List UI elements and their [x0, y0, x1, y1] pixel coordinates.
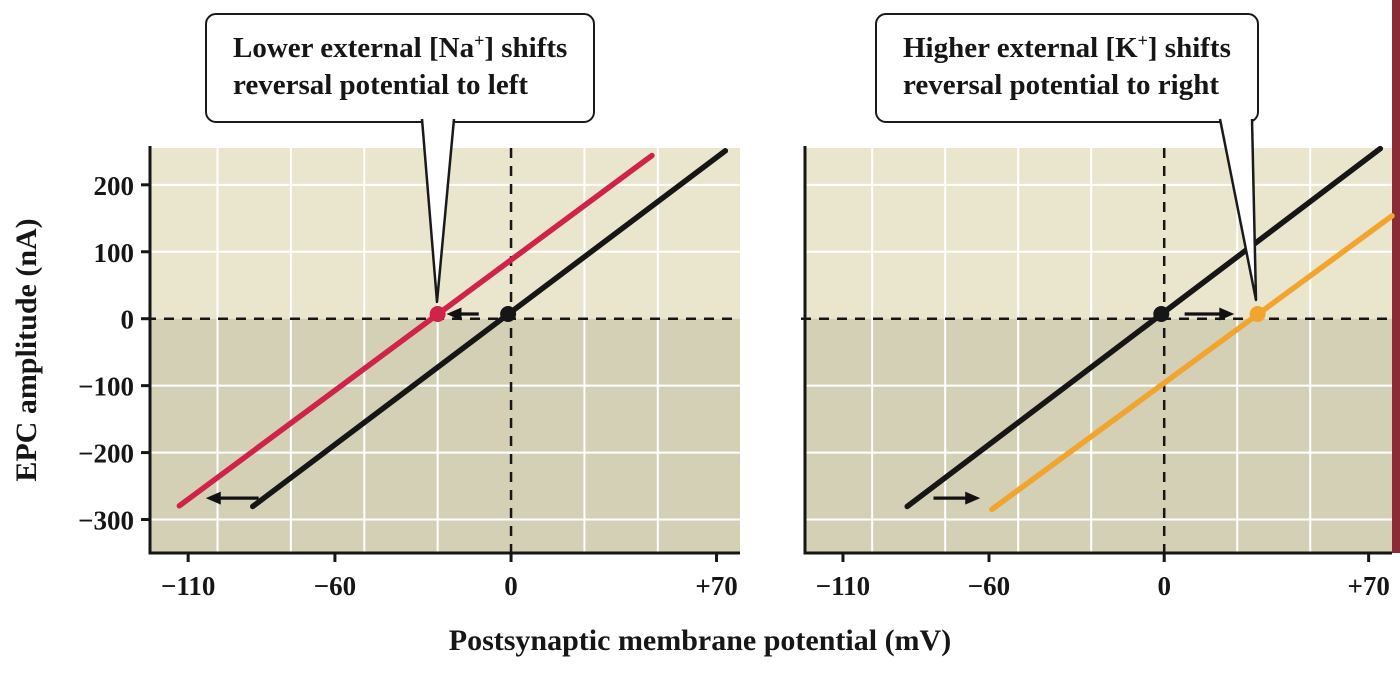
superscript-plus: + [1137, 30, 1148, 51]
plot-background-lower [805, 318, 1392, 553]
x-tick-label: 0 [504, 571, 518, 601]
reversal-potential-dot [500, 306, 517, 323]
callout-low-sodium-text-rest: ] shifts reversal potential to left [233, 32, 568, 101]
x-tick-label: −110 [161, 571, 215, 601]
plot-background-upper [805, 148, 1392, 319]
plot-background-upper [150, 148, 740, 319]
iv-line-lowered-external-na- [176, 152, 655, 509]
callout-high-potassium-text: Higher external [K [903, 32, 1138, 64]
shift-arrow-head [1219, 307, 1235, 321]
superscript-plus: + [474, 30, 485, 51]
iv-line-control [249, 148, 729, 510]
y-tick-label: 0 [121, 305, 135, 335]
shift-arrow-head [205, 491, 221, 505]
reversal-potential-dot [1249, 306, 1266, 323]
y-tick-label: −200 [78, 439, 134, 469]
x-tick-label: −110 [816, 571, 870, 601]
iv-line-raised-external-k- [989, 213, 1395, 513]
iv-line-control [904, 145, 1384, 510]
callout-low-sodium-text: Lower external [Na [233, 32, 475, 64]
shift-arrow-head [965, 491, 981, 505]
y-tick-label: 100 [94, 238, 135, 268]
x-tick-label: 0 [1157, 571, 1171, 601]
y-tick-label: 200 [94, 171, 135, 201]
x-tick-label: −60 [968, 571, 1010, 601]
reversal-potential-dot [429, 306, 446, 323]
x-axis-label: Postsynaptic membrane potential (mV) [448, 624, 952, 657]
page-edge-strip [1392, 0, 1400, 553]
shift-arrow-head [446, 307, 462, 321]
x-tick-label: −60 [314, 571, 356, 601]
x-tick-label: +70 [1347, 571, 1389, 601]
callout-high-potassium-text-rest: ] shifts reversal potential to right [903, 32, 1231, 101]
x-tick-label: +70 [695, 571, 737, 601]
plot-background-lower [150, 318, 740, 553]
callout-high-potassium: Higher external [K+] shifts reversal pot… [875, 13, 1259, 123]
callout-low-sodium: Lower external [Na+] shifts reversal pot… [205, 13, 596, 123]
y-tick-label: −300 [78, 506, 134, 536]
reversal-potential-dot [1153, 306, 1170, 323]
y-tick-label: −100 [78, 372, 134, 402]
y-axis-label: EPC amplitude (nA) [10, 218, 43, 482]
